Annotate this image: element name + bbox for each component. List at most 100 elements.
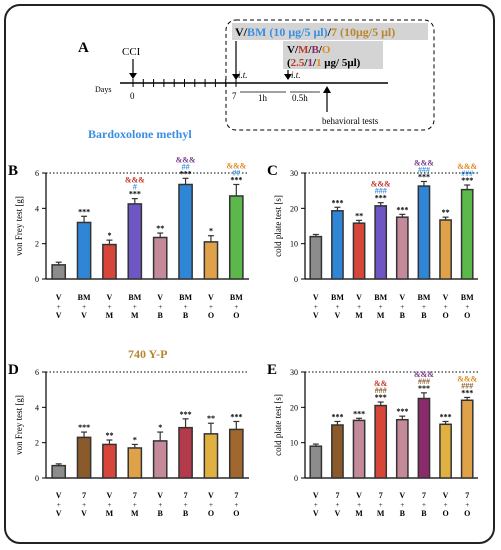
bar <box>460 399 474 479</box>
inner-o: O <box>322 44 331 56</box>
figure-frame <box>4 4 495 544</box>
x-tick-label: O <box>233 509 239 518</box>
significance-label: &&& <box>226 161 246 170</box>
x-tick-plus: + <box>444 501 448 509</box>
behav-arrow-head <box>323 86 331 93</box>
significance-label: *** <box>331 412 343 421</box>
x-tick-label: BM <box>230 293 243 302</box>
significance-label: * <box>158 423 162 432</box>
x-tick-plus: + <box>422 303 426 311</box>
significance-label: *** <box>129 190 141 199</box>
significance-label: * <box>107 231 111 240</box>
bar <box>127 203 143 280</box>
x-tick-plus: + <box>335 303 339 311</box>
significance-label: ### <box>375 187 387 196</box>
x-tick-label: BM <box>128 293 141 302</box>
x-tick-label: O <box>442 509 448 518</box>
bar <box>102 243 117 280</box>
bar <box>51 464 67 479</box>
x-tick-label: V <box>157 491 163 500</box>
y-axis-label: von Frey test [g] <box>14 196 24 256</box>
y-axis-label: cold plate test [s] <box>273 195 283 257</box>
x-tick-label: B <box>421 311 427 320</box>
inner-line-2: (2.5/1/1 μg/ 5μl) <box>287 57 361 69</box>
inner-open: ( <box>287 57 291 69</box>
x-tick-label: V <box>56 491 62 500</box>
y-tick-label: 10 <box>290 439 298 448</box>
x-tick-plus: + <box>158 303 162 311</box>
x-tick-plus: + <box>400 501 404 509</box>
x-tick-plus: + <box>82 501 86 509</box>
x-tick-label: M <box>377 509 385 518</box>
y-tick-label: 2 <box>35 439 39 448</box>
bar <box>331 210 344 280</box>
x-tick-label: V <box>157 293 163 302</box>
x-tick-label: V <box>356 491 362 500</box>
x-tick-label: V <box>399 293 405 302</box>
x-tick-plus: + <box>422 501 426 509</box>
significance-label: ### <box>375 386 387 395</box>
x-tick-plus: + <box>357 501 361 509</box>
x-tick-plus: + <box>314 303 318 311</box>
significance-label: ** <box>207 414 215 423</box>
x-tick-label: M <box>131 311 139 320</box>
x-tick-plus: + <box>444 303 448 311</box>
bar <box>439 423 452 479</box>
x-tick-label: 7 <box>234 491 238 500</box>
bar <box>395 216 409 280</box>
inner-line-1: V/M/B/O <box>287 44 331 56</box>
bar <box>228 428 244 479</box>
x-tick-label: B <box>158 311 164 320</box>
y-tick-label: 6 <box>35 368 39 377</box>
inner-d-s2: / <box>312 57 317 69</box>
significance-label: * <box>209 227 213 236</box>
panel-letter: C <box>267 163 278 179</box>
inner-dose-c: 1 <box>316 57 322 69</box>
x-tick-label: M <box>131 509 139 518</box>
x-tick-plus: + <box>133 303 137 311</box>
bar <box>460 188 474 280</box>
header-slash: / <box>327 25 332 39</box>
significance-label: *** <box>78 207 90 216</box>
x-tick-label: O <box>233 311 239 320</box>
x-tick-label: V <box>356 293 362 302</box>
significance-label: &&& <box>414 370 434 379</box>
header-bar <box>232 23 428 40</box>
significance-label: ## <box>232 168 240 177</box>
x-tick-plus: + <box>335 501 339 509</box>
significance-label: *** <box>396 407 408 416</box>
panel-letter: B <box>8 163 18 179</box>
y-tick-label: 0 <box>35 275 39 284</box>
x-tick-plus: + <box>234 501 238 509</box>
x-tick-label: V <box>56 509 62 518</box>
section-label-yp: 740 Y-P <box>128 347 167 361</box>
y-tick-label: 10 <box>290 240 298 249</box>
significance-label: *** <box>461 176 473 185</box>
significance-label: * <box>133 435 137 444</box>
x-tick-label: B <box>183 509 189 518</box>
days-label: Days <box>95 85 111 94</box>
x-tick-label: V <box>107 491 113 500</box>
x-tick-label: V <box>56 293 62 302</box>
inner-v: V/ <box>287 44 299 56</box>
x-tick-label: BM <box>374 293 387 302</box>
x-tick-label: V <box>208 293 214 302</box>
significance-label: *** <box>180 169 192 178</box>
x-tick-label: M <box>106 509 114 518</box>
inner-dose-b: 1 <box>307 57 313 69</box>
significance-label: *** <box>78 423 90 432</box>
inner-bar <box>283 41 383 69</box>
inner-s1: / <box>307 44 312 56</box>
x-tick-label: B <box>158 509 164 518</box>
bar <box>417 185 431 280</box>
significance-label: *** <box>353 409 365 418</box>
day-7-label: 7 <box>232 91 237 101</box>
x-tick-plus: + <box>107 501 111 509</box>
header-bm: BM (10 μg/5 μl) <box>247 25 328 39</box>
significance-label: &&& <box>414 158 434 167</box>
x-tick-label: BM <box>78 293 91 302</box>
